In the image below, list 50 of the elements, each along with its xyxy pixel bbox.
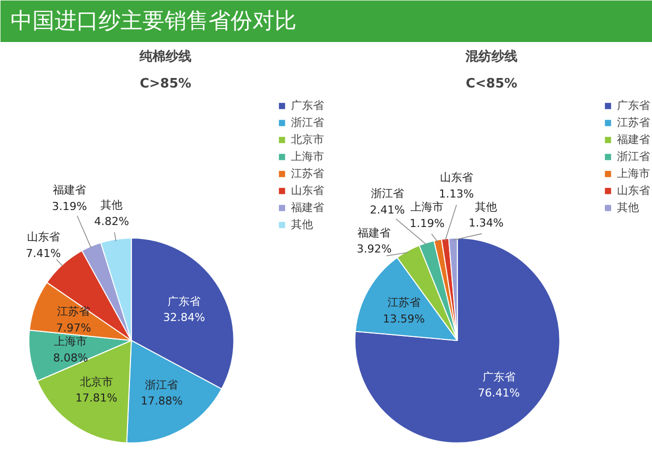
data-label: 17.88% — [140, 394, 183, 408]
legend-label: 浙江省 — [617, 149, 650, 164]
data-label: 32.84% — [163, 311, 206, 324]
data-label: 4.82% — [94, 214, 130, 228]
legend-label: 上海市 — [291, 149, 324, 164]
data-label: 7.41% — [26, 246, 61, 260]
slice-label: 山东省 — [440, 171, 473, 184]
data-label: 7.97% — [56, 321, 92, 334]
chart-title: 纯棉纱线 — [138, 50, 192, 64]
data-label: 2.41% — [370, 203, 405, 216]
slice-label: 山东省 — [26, 230, 60, 244]
legend-label: 北京市 — [291, 132, 324, 147]
slice-label: 其他 — [100, 198, 123, 212]
data-label: 1.34% — [468, 216, 504, 230]
legend-label: 广东省 — [617, 98, 650, 113]
slice-label: 福建省 — [358, 226, 391, 240]
slice-label: 上海市 — [410, 200, 444, 214]
legend-label: 山东省 — [617, 183, 650, 198]
legend-label: 福建省 — [291, 200, 324, 215]
slice-label: 江苏省 — [57, 305, 90, 318]
slice-label: 上海市 — [54, 335, 88, 348]
text: 中国进口纱主要销售省份对比 — [10, 9, 296, 34]
data-label: 8.08% — [53, 351, 88, 364]
slice-label: 北京市 — [80, 375, 113, 388]
legend-label: 上海市 — [617, 166, 650, 181]
legend-label: 江苏省 — [617, 115, 650, 130]
legend-label: 福建省 — [617, 132, 650, 147]
legend-label: 广东省 — [291, 98, 324, 113]
legend-label: 江苏省 — [291, 166, 324, 181]
slice-label: 江苏省 — [387, 296, 420, 310]
data-label: 3.19% — [52, 200, 87, 213]
data-label: 13.59% — [382, 312, 425, 326]
data-label: 1.19% — [410, 216, 445, 230]
slice-label: 广东省 — [168, 294, 201, 308]
slice-label: 浙江省 — [145, 378, 178, 392]
legend-label: 山东省 — [291, 183, 324, 198]
slice-label: 其他 — [475, 200, 498, 214]
data-label: 1.13% — [438, 187, 474, 200]
chart-title: 混纺纱线 — [464, 48, 518, 64]
slice-label: 浙江省 — [370, 187, 404, 200]
slice-label: 广东省 — [482, 370, 516, 384]
chart-subtitle: C<85% — [466, 76, 518, 92]
data-label: 3.92% — [356, 242, 392, 256]
legend-label: 其他 — [291, 217, 313, 232]
legend-label: 浙江省 — [291, 115, 324, 130]
slice-label: 福建省 — [52, 184, 86, 197]
data-label: 76.41% — [478, 386, 520, 400]
legend-label: 其他 — [617, 200, 639, 215]
data-label: 17.81% — [75, 392, 118, 405]
chart-subtitle: C>85% — [140, 76, 192, 92]
